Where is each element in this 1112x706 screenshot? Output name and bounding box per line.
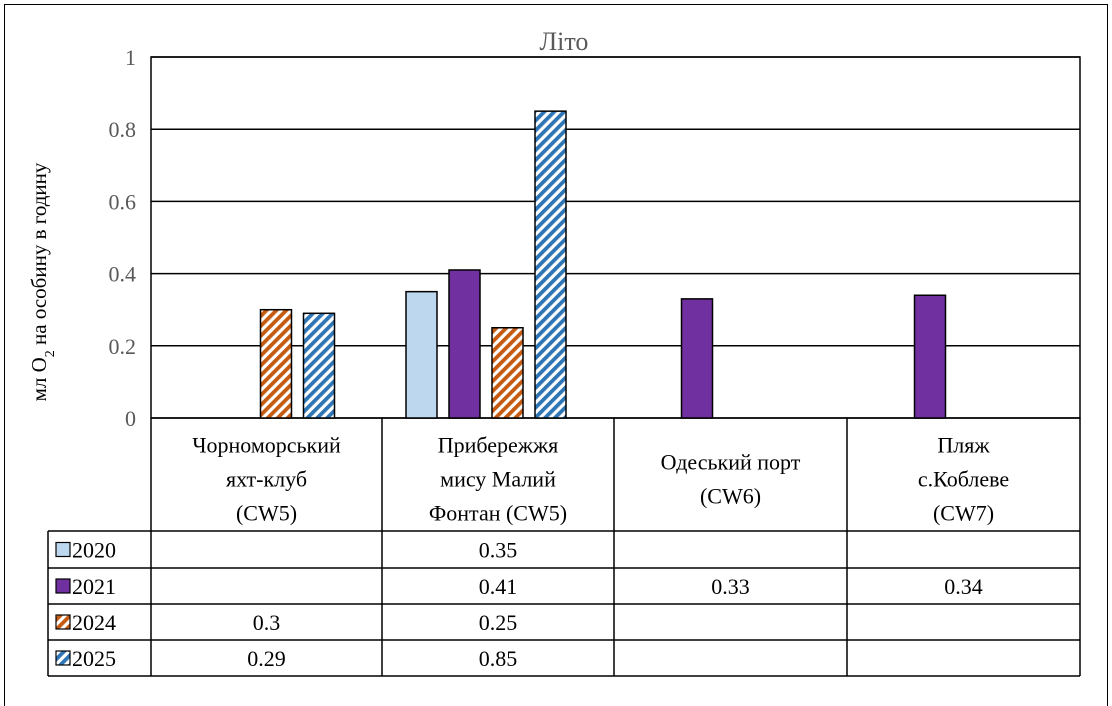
y-axis-ticks: 0 0.2 0.4 0.6 0.8 1 — [109, 45, 137, 431]
y-tick-label: 0 — [125, 406, 136, 431]
table-value: 0.3 — [253, 610, 281, 635]
legend-swatch-2021 — [55, 578, 71, 594]
bar-2025 — [534, 110, 567, 419]
data-table: Чорноморський яхт-клуб (CW5) Прибережжя мису… — [47, 418, 1081, 677]
legend-label: 2021 — [72, 574, 116, 599]
y-tick-label: 0.4 — [109, 262, 137, 287]
bar-2021 — [448, 269, 481, 419]
y-tick-label: 0.2 — [109, 334, 137, 359]
y-axis-label: мл O2 на особину в годину — [27, 162, 58, 401]
table-value: 0.29 — [247, 646, 286, 671]
y-axis-title: мл O2 на особину в годину — [27, 162, 58, 401]
table-value: 0.25 — [479, 610, 518, 635]
bar-2024 — [491, 327, 524, 419]
chart-frame — [4, 4, 1108, 706]
bar-2021 — [913, 294, 947, 419]
bar-2021 — [680, 298, 714, 419]
table-value: 0.41 — [479, 574, 518, 599]
table-value: 0.34 — [944, 574, 983, 599]
table-value: 0.85 — [479, 646, 518, 671]
y-tick-label: 0.8 — [109, 117, 137, 142]
table-value: 0.33 — [711, 574, 750, 599]
bar-layer — [259, 110, 947, 419]
legend-swatch-2024 — [55, 614, 71, 630]
legend-label: 2025 — [72, 646, 116, 671]
category-label: Одеський порт (CW6) — [661, 450, 801, 509]
bar-2020 — [405, 290, 438, 419]
legend-swatch-2025 — [55, 650, 71, 666]
legend-label: 2024 — [72, 610, 116, 635]
category-label: Прибережжя мису Малий Фонтан (CW5) — [429, 433, 567, 526]
y-tick-label: 1 — [125, 45, 136, 70]
chart-title: Літо — [540, 27, 589, 56]
category-label: Чорноморський яхт-клуб (CW5) — [192, 433, 341, 526]
legend-swatch-2020 — [55, 541, 71, 558]
bar-2025 — [302, 312, 336, 419]
bar-2024 — [259, 308, 293, 419]
category-label: Пляж с.Коблеве (CW7) — [918, 433, 1009, 526]
legend-label: 2020 — [72, 538, 116, 563]
plot-area-border — [150, 56, 1081, 419]
y-tick-label: 0.6 — [109, 189, 137, 214]
table-value: 0.35 — [479, 538, 518, 563]
